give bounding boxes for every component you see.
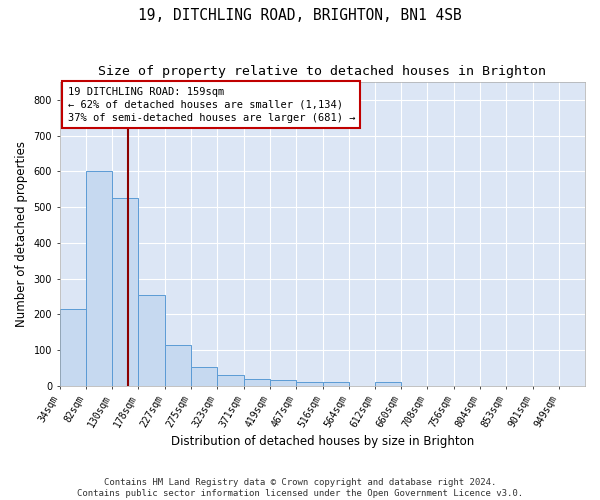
Title: Size of property relative to detached houses in Brighton: Size of property relative to detached ho… xyxy=(98,65,547,78)
Bar xyxy=(112,198,138,386)
Text: 19, DITCHLING ROAD, BRIGHTON, BN1 4SB: 19, DITCHLING ROAD, BRIGHTON, BN1 4SB xyxy=(138,8,462,22)
Text: 19 DITCHLING ROAD: 159sqm
← 62% of detached houses are smaller (1,134)
37% of se: 19 DITCHLING ROAD: 159sqm ← 62% of detac… xyxy=(68,86,355,123)
Text: Contains HM Land Registry data © Crown copyright and database right 2024.
Contai: Contains HM Land Registry data © Crown c… xyxy=(77,478,523,498)
Bar xyxy=(138,294,165,386)
Bar xyxy=(244,378,270,386)
Bar xyxy=(191,367,217,386)
Bar xyxy=(217,375,244,386)
Bar xyxy=(59,309,86,386)
Bar xyxy=(165,344,191,386)
Bar xyxy=(86,172,112,386)
Y-axis label: Number of detached properties: Number of detached properties xyxy=(15,141,28,327)
Bar xyxy=(375,382,401,386)
Bar xyxy=(323,382,349,386)
Bar xyxy=(270,380,296,386)
X-axis label: Distribution of detached houses by size in Brighton: Distribution of detached houses by size … xyxy=(171,434,474,448)
Bar xyxy=(296,382,323,386)
